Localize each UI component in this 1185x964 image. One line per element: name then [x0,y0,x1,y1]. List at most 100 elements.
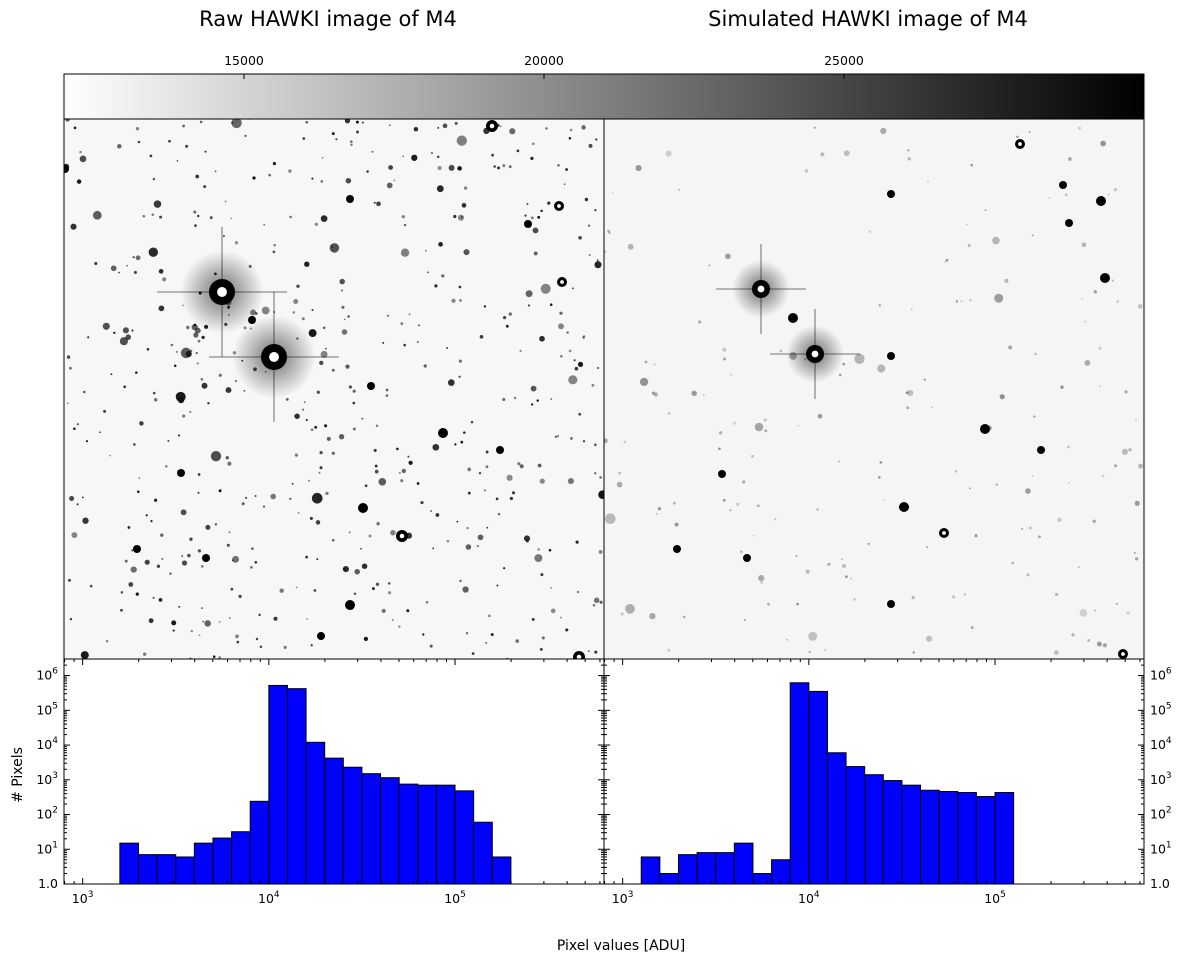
y-tick-base: 10 [36,702,52,717]
star [71,532,78,539]
star [131,329,134,332]
y-tick-exponent: 2 [1166,806,1172,816]
star [1134,500,1140,506]
star [604,438,608,444]
star [655,512,658,515]
star [565,628,569,632]
star [331,538,335,542]
star [560,355,563,358]
star [558,323,564,330]
star [605,513,616,524]
star [152,597,155,599]
star [537,548,540,551]
x-tick-exponent: 5 [460,890,466,900]
star [434,284,438,288]
star [760,580,764,584]
star [135,127,140,131]
y-tick-label: 105 [36,701,58,717]
star [966,223,969,226]
star [304,261,310,267]
x-tick-label: 103 [612,890,634,906]
star [197,491,200,494]
star [478,471,482,475]
star [674,522,679,527]
star [218,656,221,659]
bright-star [177,469,185,477]
star [411,154,418,161]
star [539,335,545,342]
star [926,180,930,183]
star [763,418,767,422]
star [151,213,154,216]
bright-star [899,502,909,512]
star [94,262,98,265]
star [423,364,427,368]
x-tick-label: 105 [984,890,1006,906]
star [148,247,158,257]
star [225,456,229,460]
star [313,589,317,592]
y-tick-label: 103 [1150,771,1172,787]
star [493,165,496,168]
star [105,639,109,643]
star [466,526,469,530]
star [511,491,516,495]
bright-star [358,503,368,513]
star [348,385,353,389]
bright-star [133,545,141,553]
star [779,349,783,353]
star [135,371,138,374]
star [308,479,310,482]
star [805,569,810,574]
star [907,149,910,152]
star [146,347,150,351]
star [144,559,150,565]
star [1102,643,1107,648]
star [691,390,697,397]
star [1126,611,1130,615]
star [559,616,562,619]
star [401,215,405,219]
star [960,300,963,303]
histogram-bar [864,774,884,885]
star [955,300,959,303]
star [403,343,407,347]
histogram-bar [454,790,475,885]
star [517,462,521,466]
histogram-bar [361,773,382,885]
star [273,244,276,247]
histogram-bar [975,796,996,885]
star [194,224,197,227]
star [837,460,841,463]
star [550,398,553,400]
star [635,165,642,172]
bright-star [317,632,325,640]
star [838,373,842,377]
star [454,121,458,125]
star [625,603,635,614]
star [252,176,256,180]
star [930,406,933,409]
star [272,162,276,166]
star [1081,242,1087,248]
star [463,186,468,190]
x-tick-label: 105 [444,890,466,906]
star [117,144,122,149]
star [371,150,374,153]
star [430,152,433,155]
star [587,224,591,227]
star [326,436,331,441]
saturated-core [757,285,765,293]
histogram-frame [603,658,1145,885]
star [343,318,346,321]
star [607,229,611,233]
star [214,170,217,173]
star [373,201,376,204]
star [143,652,147,656]
star [448,164,455,171]
star [844,575,848,579]
bright-star [64,165,69,173]
star [578,412,582,416]
star [577,361,584,367]
star [531,617,535,621]
